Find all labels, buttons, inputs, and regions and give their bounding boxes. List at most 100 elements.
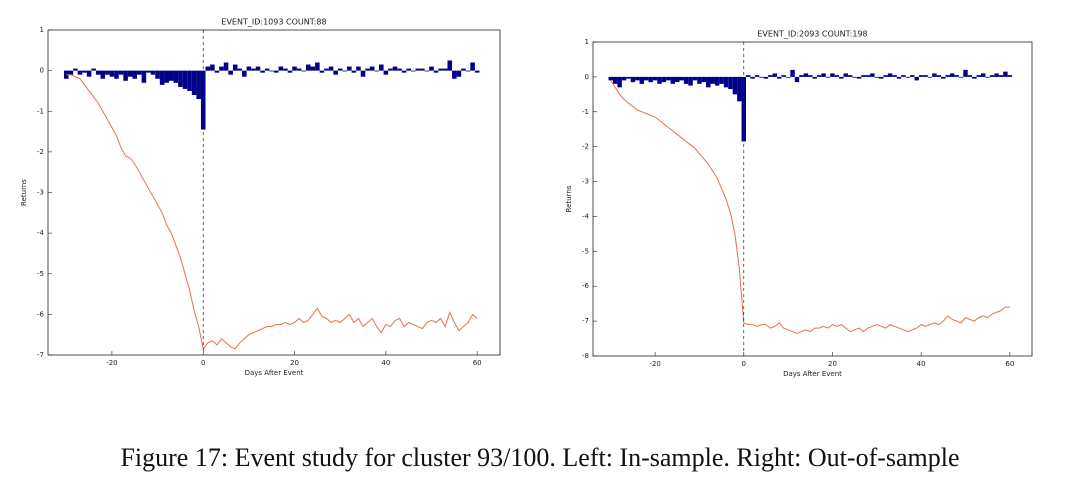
bar [415, 68, 421, 71]
y-tick-label: 1 [585, 38, 589, 46]
bar [803, 73, 809, 77]
bar [296, 68, 302, 71]
bar [452, 70, 457, 79]
y-tick-label: 0 [40, 67, 44, 75]
y-tick-label: -1 [37, 107, 44, 115]
y-tick-label: -7 [582, 317, 589, 325]
bar [470, 62, 475, 71]
x-tick-label: -20 [106, 359, 117, 367]
bar [697, 76, 702, 84]
bar [438, 68, 443, 71]
bar [100, 70, 106, 79]
bar [714, 76, 720, 86]
y-tick-label: -1 [582, 108, 589, 116]
bar [617, 76, 622, 88]
x-tick-label: 40 [381, 359, 390, 367]
bar [967, 75, 973, 77]
bar [728, 76, 733, 90]
bar [626, 76, 631, 79]
plot-frame [592, 41, 1033, 357]
y-tick-label: 0 [585, 73, 589, 81]
bar [200, 70, 206, 130]
bar [356, 66, 361, 71]
bar [82, 70, 87, 73]
bar [954, 75, 959, 77]
bar [710, 76, 715, 84]
chart: EVENT_ID:2093 COUNT:198 Days After Event R… [565, 30, 1033, 378]
bar [932, 73, 937, 77]
bar [447, 60, 453, 71]
bar [759, 76, 764, 78]
x-tick-label: 20 [290, 359, 299, 367]
bar [887, 73, 893, 77]
bar [927, 76, 933, 78]
bar [843, 73, 848, 77]
y-tick-label: -2 [582, 143, 589, 151]
bar [305, 64, 311, 71]
bar [442, 68, 448, 71]
bar [223, 62, 229, 71]
bar [856, 76, 862, 79]
bar [374, 70, 380, 72]
bar [324, 68, 329, 71]
x-tick-label: -20 [649, 360, 660, 368]
bar [168, 70, 174, 81]
bar [429, 66, 434, 71]
bar [251, 68, 256, 71]
bar [830, 73, 835, 77]
bar [278, 66, 284, 71]
bar [763, 76, 769, 79]
y-tick-label: -4 [37, 229, 45, 237]
bar [232, 64, 238, 71]
bar [141, 70, 147, 83]
bar [781, 75, 786, 77]
y-tick-label: -8 [582, 352, 589, 360]
bar [648, 76, 653, 83]
bar [675, 76, 680, 83]
bar [683, 76, 689, 84]
x-tick-label: 60 [473, 359, 482, 367]
bar [661, 76, 667, 83]
bar [923, 75, 928, 77]
bar [834, 75, 840, 77]
bar [242, 70, 247, 77]
cumulative-line [66, 74, 478, 351]
cumulative-line [610, 80, 1010, 334]
bar [264, 68, 270, 71]
bar [643, 76, 649, 81]
bar [73, 68, 78, 71]
bar [635, 76, 640, 81]
bar [723, 76, 729, 88]
bar [839, 76, 844, 79]
y-axis-label: Returns [20, 179, 28, 206]
bar [292, 66, 297, 71]
bar [91, 68, 96, 71]
bar [178, 70, 183, 87]
bar [127, 70, 133, 77]
bar [949, 73, 955, 77]
bar [945, 75, 950, 77]
bar [347, 66, 352, 71]
bar [337, 68, 343, 71]
bar [799, 75, 804, 77]
bar [777, 76, 782, 79]
bar [287, 70, 293, 73]
bar [612, 76, 618, 84]
bar [388, 68, 393, 71]
x-axis-label: Days After Event [245, 369, 304, 377]
bar [870, 73, 875, 77]
bar [790, 69, 795, 77]
y-axis-label: Returns [565, 185, 573, 212]
bar [874, 76, 880, 78]
bar [77, 70, 83, 75]
bar [360, 70, 366, 77]
bar [187, 70, 192, 91]
x-tick-label: 60 [1005, 360, 1014, 368]
bar [319, 70, 325, 73]
bar [692, 76, 698, 81]
bar [896, 76, 902, 79]
bar [861, 75, 866, 77]
bar [196, 70, 201, 100]
bar [750, 76, 755, 79]
